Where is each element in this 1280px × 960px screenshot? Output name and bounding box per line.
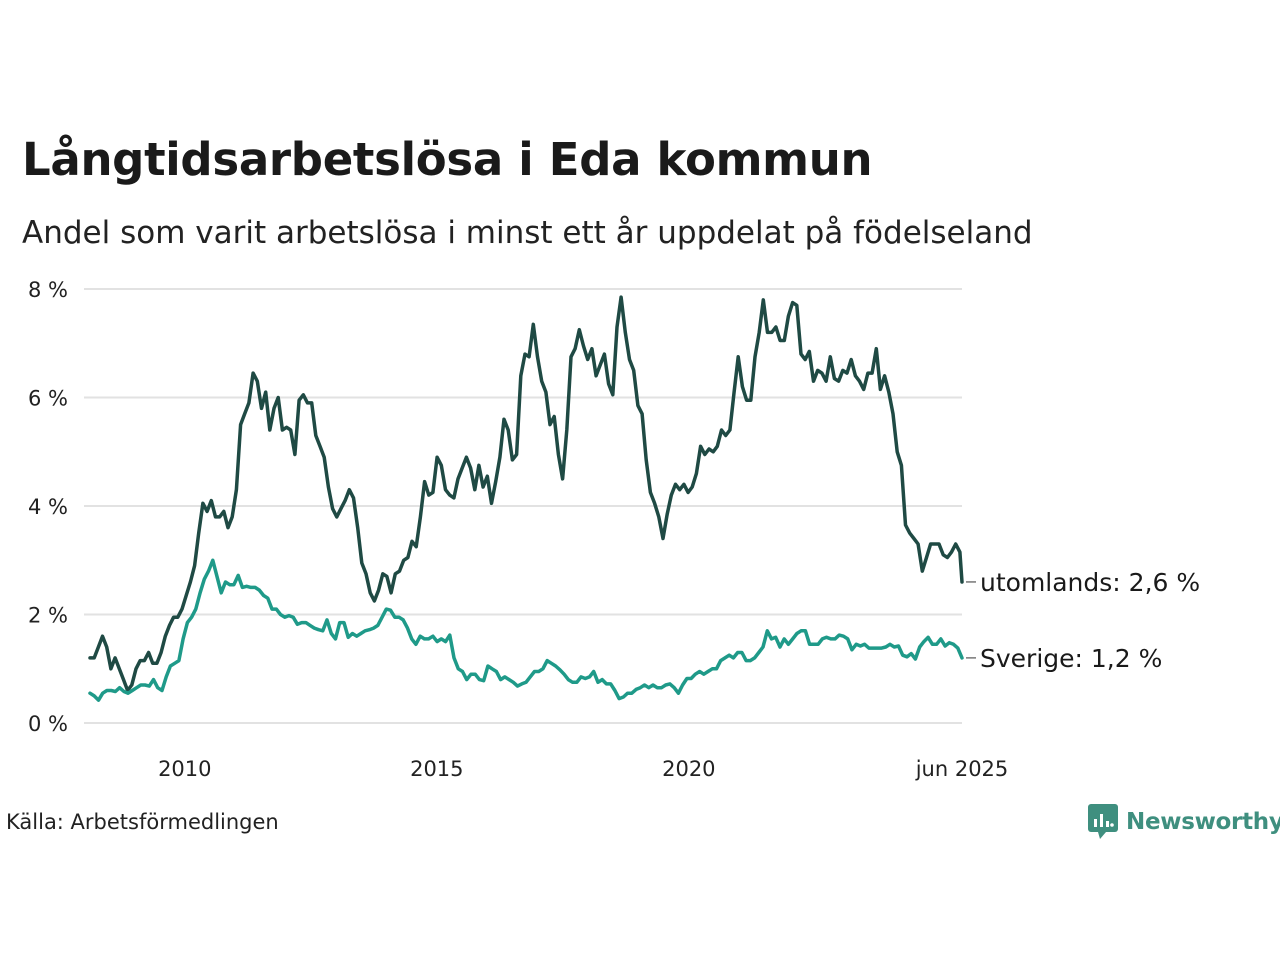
- newsworthy-logo-icon: [1088, 804, 1118, 839]
- newsworthy-logo: Newsworthy: [1088, 804, 1280, 840]
- x-tick-label: 2020: [662, 757, 715, 781]
- line-chart: 0 % 2 % 4 % 6 % 8 % 2010 2015 2020 jun 2025 uto…: [28, 278, 1200, 781]
- chart-subtitle: Andel som varit arbetslösa i minst ett å…: [22, 215, 1033, 251]
- end-label-utomlands: utomlands: 2,6 %: [980, 568, 1200, 597]
- newsworthy-logo-text: Newsworthy: [1126, 809, 1280, 835]
- series-line-utomlands: [88, 295, 964, 693]
- source-note: Källa: Arbetsförmedlingen: [6, 810, 279, 834]
- y-tick-label: 8 %: [28, 278, 68, 302]
- series-lines: [88, 295, 964, 702]
- y-axis-tick-labels: 0 % 2 % 4 % 6 % 8 %: [28, 278, 68, 736]
- end-label-sverige: Sverige: 1,2 %: [980, 644, 1162, 673]
- gridlines: [84, 288, 962, 724]
- series-line-sverige: [88, 558, 964, 702]
- x-tick-label: jun 2025: [915, 757, 1009, 781]
- x-tick-label: 2010: [158, 757, 211, 781]
- y-tick-label: 4 %: [28, 495, 68, 519]
- x-axis-tick-labels: 2010 2015 2020 jun 2025: [158, 757, 1008, 781]
- y-tick-label: 6 %: [28, 387, 68, 411]
- y-tick-label: 0 %: [28, 712, 68, 736]
- chart-title: Långtidsarbetslösa i Eda kommun: [22, 133, 873, 186]
- x-tick-label: 2015: [410, 757, 463, 781]
- y-tick-label: 2 %: [28, 604, 68, 628]
- series-end-labels: utomlands: 2,6 % Sverige: 1,2 %: [966, 568, 1200, 673]
